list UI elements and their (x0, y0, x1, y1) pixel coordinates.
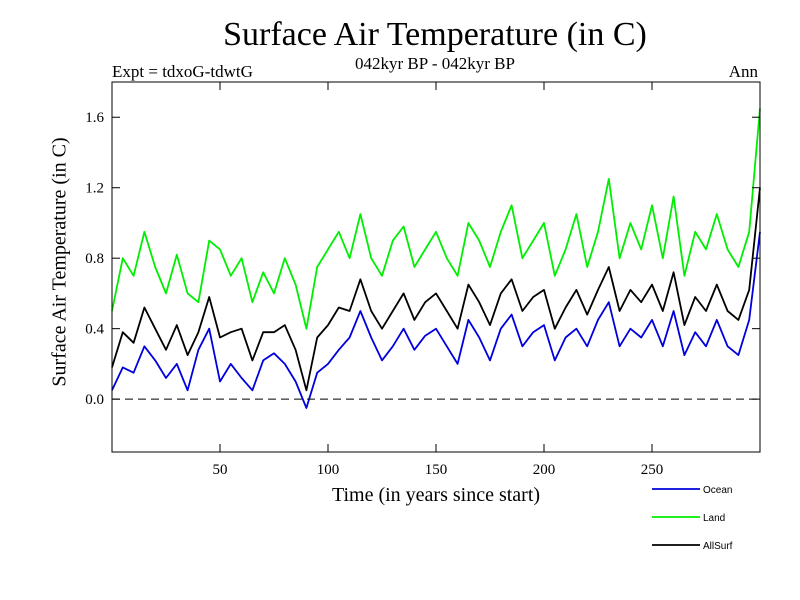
x-tick-label: 250 (641, 462, 664, 478)
legend-label-ocean: Ocean (703, 485, 732, 496)
y-tick-label: 1.6 (85, 110, 104, 126)
x-axis-label: Time (in years since start) (331, 484, 541, 506)
x-tick-label: 150 (425, 462, 448, 478)
y-tick-label: 1.2 (85, 181, 104, 197)
legend-label-land: Land (703, 513, 725, 524)
series-line-allsurf (111, 187, 761, 392)
series-layer (111, 108, 761, 409)
legend: Ocean Land AllSurf (652, 485, 733, 552)
y-tick-label: 0.0 (85, 392, 104, 408)
y-tick-label: 0.4 (85, 322, 104, 338)
y-tick-label: 0.8 (85, 251, 104, 267)
x-tick-label: 100 (317, 462, 340, 478)
experiment-label: Expt = tdxoG-tdwtG (112, 62, 253, 81)
plot-frame (111, 81, 761, 453)
series-line-land (111, 108, 761, 330)
period-label: Ann (728, 62, 758, 81)
chart-subtitle: 042kyr BP - 042kyr BP (355, 54, 515, 73)
x-tick-label: 200 (533, 462, 556, 478)
chart-title: Surface Air Temperature (in C) (223, 16, 647, 53)
ticks-layer: 50 100 150 200 250 0.0 0.4 0.8 1.2 1.6 (85, 82, 760, 478)
series-line-ocean (111, 231, 761, 409)
x-tick-label: 50 (213, 462, 228, 478)
legend-label-allsurf: AllSurf (703, 541, 733, 552)
